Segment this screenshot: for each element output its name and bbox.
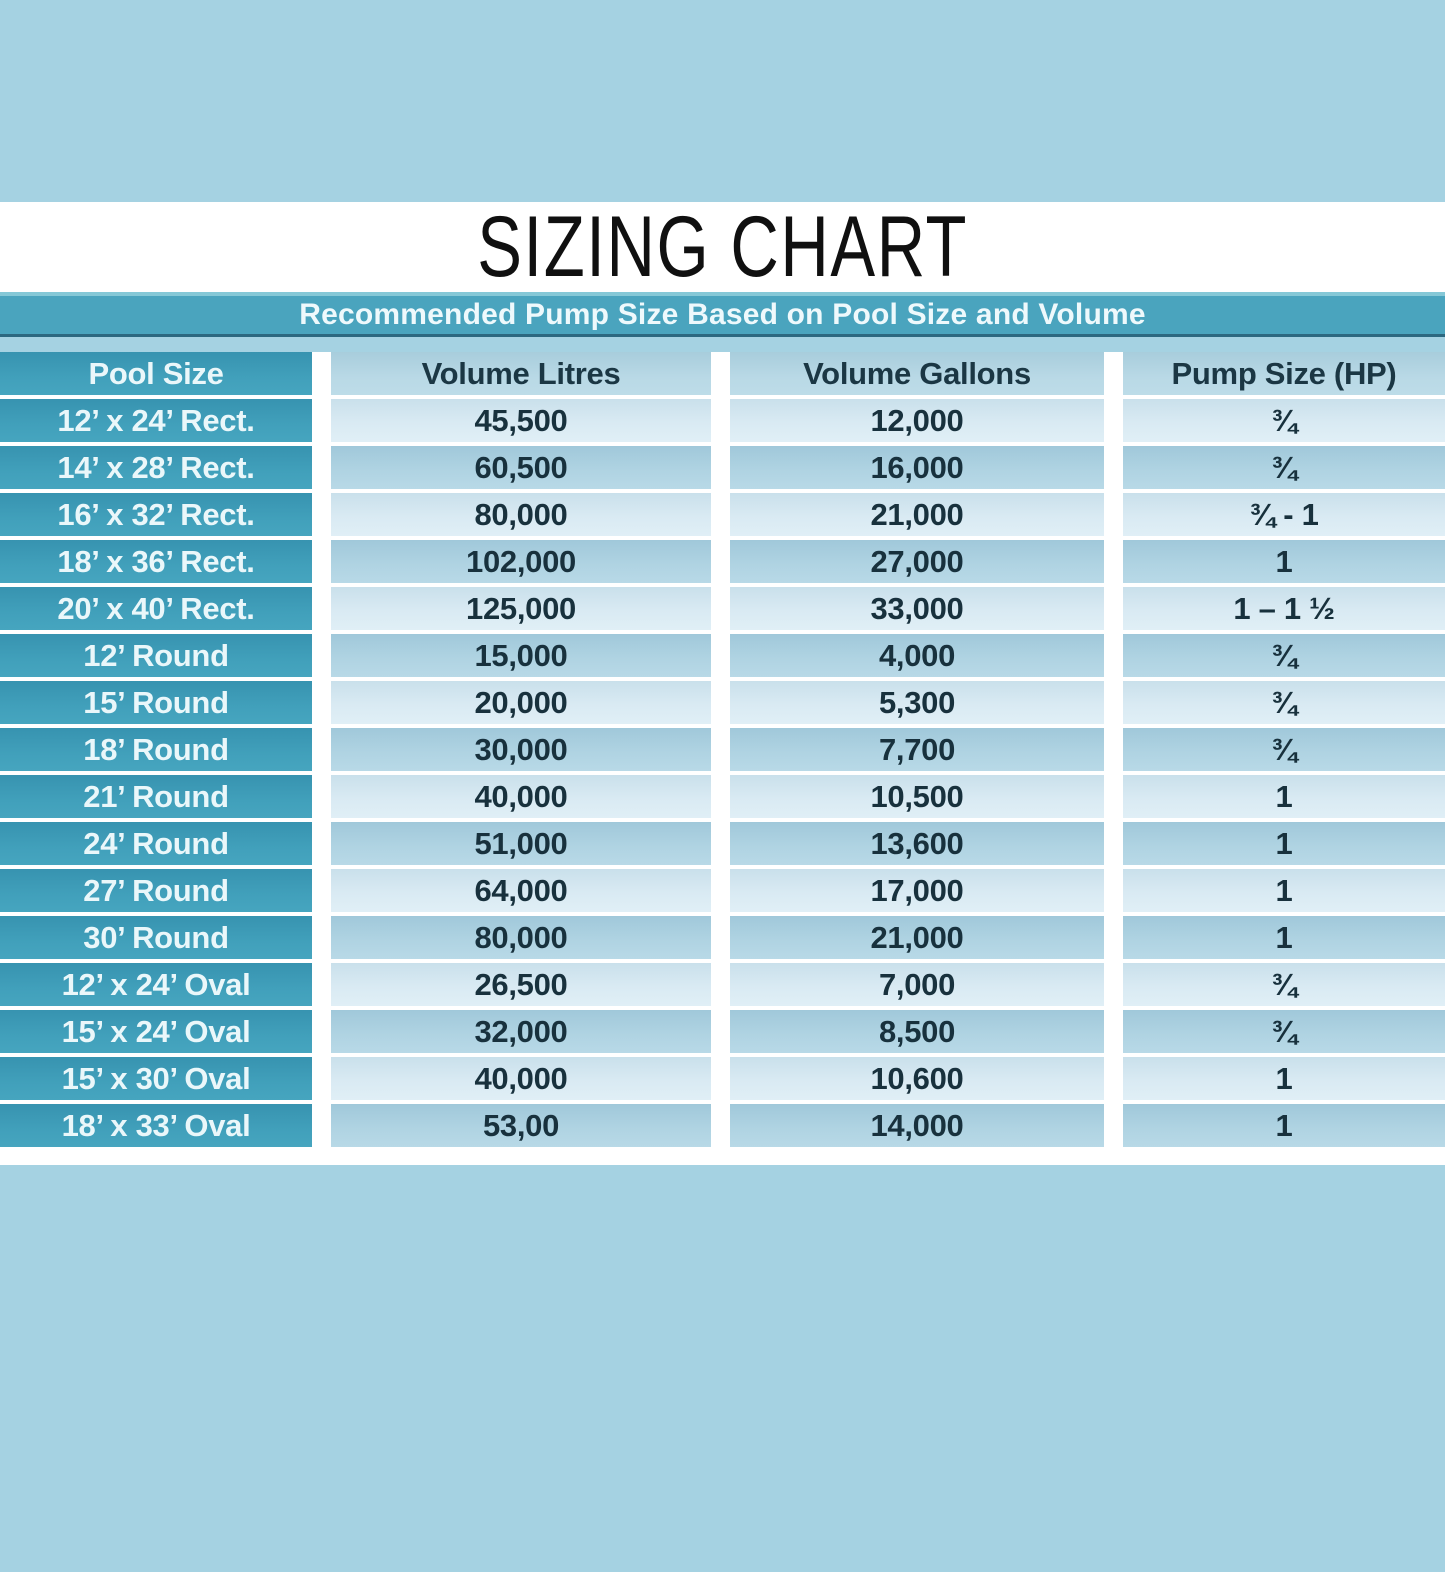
pool-size-cell: 24’ Round <box>0 822 312 865</box>
volume-litres-cell: 80,000 <box>331 493 711 536</box>
volume-gallons-cell: 17,000 <box>730 869 1104 912</box>
pool-size-cell: 18’ x 33’ Oval <box>0 1104 312 1147</box>
pump-size-cell: 1 <box>1123 916 1445 959</box>
table-row: 18’ x 36’ Rect. 102,000 27,000 1 <box>0 540 1445 583</box>
table-row: 18’ x 33’ Oval 53,00 14,000 1 <box>0 1104 1445 1147</box>
table-caption-banner: Recommended Pump Size Based on Pool Size… <box>0 292 1445 337</box>
column-header-volume-gallons: Volume Gallons <box>730 352 1104 395</box>
pump-size-cell: ¾ <box>1123 446 1445 489</box>
pool-size-cell: 12’ x 24’ Oval <box>0 963 312 1006</box>
pump-size-cell: 1 <box>1123 822 1445 865</box>
column-header-volume-litres: Volume Litres <box>331 352 711 395</box>
volume-litres-cell: 60,500 <box>331 446 711 489</box>
table-row: 15’ x 24’ Oval 32,000 8,500 ¾ <box>0 1010 1445 1053</box>
pump-size-cell: 1 <box>1123 869 1445 912</box>
pump-size-cell: ¾ - 1 <box>1123 493 1445 536</box>
volume-gallons-cell: 21,000 <box>730 493 1104 536</box>
volume-litres-cell: 51,000 <box>331 822 711 865</box>
volume-litres-cell: 64,000 <box>331 869 711 912</box>
volume-litres-cell: 15,000 <box>331 634 711 677</box>
volume-gallons-cell: 10,600 <box>730 1057 1104 1100</box>
volume-gallons-cell: 4,000 <box>730 634 1104 677</box>
volume-litres-cell: 125,000 <box>331 587 711 630</box>
pump-size-cell: ¾ <box>1123 399 1445 442</box>
pump-size-cell: 1 <box>1123 1104 1445 1147</box>
pool-size-cell: 18’ x 36’ Rect. <box>0 540 312 583</box>
table-row: 15’ Round 20,000 5,300 ¾ <box>0 681 1445 724</box>
volume-litres-cell: 45,500 <box>331 399 711 442</box>
column-header-pool-size: Pool Size <box>0 352 312 395</box>
volume-gallons-cell: 14,000 <box>730 1104 1104 1147</box>
pool-size-cell: 20’ x 40’ Rect. <box>0 587 312 630</box>
pump-size-cell: 1 <box>1123 775 1445 818</box>
pool-size-cell: 15’ x 30’ Oval <box>0 1057 312 1100</box>
pool-size-cell: 12’ Round <box>0 634 312 677</box>
table-row: 12’ x 24’ Oval 26,500 7,000 ¾ <box>0 963 1445 1006</box>
volume-gallons-cell: 7,700 <box>730 728 1104 771</box>
table-row: 24’ Round 51,000 13,600 1 <box>0 822 1445 865</box>
page-title: SIZING CHART <box>477 198 968 295</box>
table-row: 16’ x 32’ Rect. 80,000 21,000 ¾ - 1 <box>0 493 1445 536</box>
table-row: 20’ x 40’ Rect. 125,000 33,000 1 – 1 ½ <box>0 587 1445 630</box>
volume-litres-cell: 30,000 <box>331 728 711 771</box>
volume-litres-cell: 40,000 <box>331 1057 711 1100</box>
volume-litres-cell: 32,000 <box>331 1010 711 1053</box>
pool-size-cell: 15’ Round <box>0 681 312 724</box>
table-row: 15’ x 30’ Oval 40,000 10,600 1 <box>0 1057 1445 1100</box>
volume-gallons-cell: 16,000 <box>730 446 1104 489</box>
volume-gallons-cell: 7,000 <box>730 963 1104 1006</box>
pump-size-cell: ¾ <box>1123 681 1445 724</box>
pump-size-cell: ¾ <box>1123 634 1445 677</box>
pool-size-cell: 16’ x 32’ Rect. <box>0 493 312 536</box>
volume-litres-cell: 80,000 <box>331 916 711 959</box>
table-row: 27’ Round 64,000 17,000 1 <box>0 869 1445 912</box>
table-body: 12’ x 24’ Rect. 45,500 12,000 ¾ 14’ x 28’ Re… <box>0 399 1445 1147</box>
volume-litres-cell: 40,000 <box>331 775 711 818</box>
volume-gallons-cell: 27,000 <box>730 540 1104 583</box>
pool-size-cell: 18’ Round <box>0 728 312 771</box>
pool-size-cell: 14’ x 28’ Rect. <box>0 446 312 489</box>
table-row: 18’ Round 30,000 7,700 ¾ <box>0 728 1445 771</box>
sizing-table: Pool Size Volume Litres Volume Gallons P… <box>0 352 1445 1165</box>
volume-litres-cell: 53,00 <box>331 1104 711 1147</box>
pump-size-cell: 1 <box>1123 1057 1445 1100</box>
volume-gallons-cell: 12,000 <box>730 399 1104 442</box>
volume-litres-cell: 20,000 <box>331 681 711 724</box>
pump-size-cell: ¾ <box>1123 728 1445 771</box>
volume-gallons-cell: 5,300 <box>730 681 1104 724</box>
volume-litres-cell: 102,000 <box>331 540 711 583</box>
column-header-pump-size: Pump Size (HP) <box>1123 352 1445 395</box>
table-row: 21’ Round 40,000 10,500 1 <box>0 775 1445 818</box>
volume-gallons-cell: 33,000 <box>730 587 1104 630</box>
table-row: 12’ Round 15,000 4,000 ¾ <box>0 634 1445 677</box>
table-row: 30’ Round 80,000 21,000 1 <box>0 916 1445 959</box>
table-row: 14’ x 28’ Rect. 60,500 16,000 ¾ <box>0 446 1445 489</box>
volume-gallons-cell: 8,500 <box>730 1010 1104 1053</box>
pool-size-cell: 15’ x 24’ Oval <box>0 1010 312 1053</box>
volume-gallons-cell: 13,600 <box>730 822 1104 865</box>
volume-gallons-cell: 21,000 <box>730 916 1104 959</box>
table-row: 12’ x 24’ Rect. 45,500 12,000 ¾ <box>0 399 1445 442</box>
volume-litres-cell: 26,500 <box>331 963 711 1006</box>
pool-size-cell: 30’ Round <box>0 916 312 959</box>
pump-size-cell: ¾ <box>1123 963 1445 1006</box>
table-caption-text: Recommended Pump Size Based on Pool Size… <box>299 298 1146 331</box>
volume-gallons-cell: 10,500 <box>730 775 1104 818</box>
pump-size-cell: ¾ <box>1123 1010 1445 1053</box>
pump-size-cell: 1 – 1 ½ <box>1123 587 1445 630</box>
pool-size-cell: 21’ Round <box>0 775 312 818</box>
pool-size-cell: 12’ x 24’ Rect. <box>0 399 312 442</box>
pump-size-cell: 1 <box>1123 540 1445 583</box>
table-header-row: Pool Size Volume Litres Volume Gallons P… <box>0 352 1445 395</box>
title-band: SIZING CHART <box>0 199 1445 295</box>
pool-size-cell: 27’ Round <box>0 869 312 912</box>
